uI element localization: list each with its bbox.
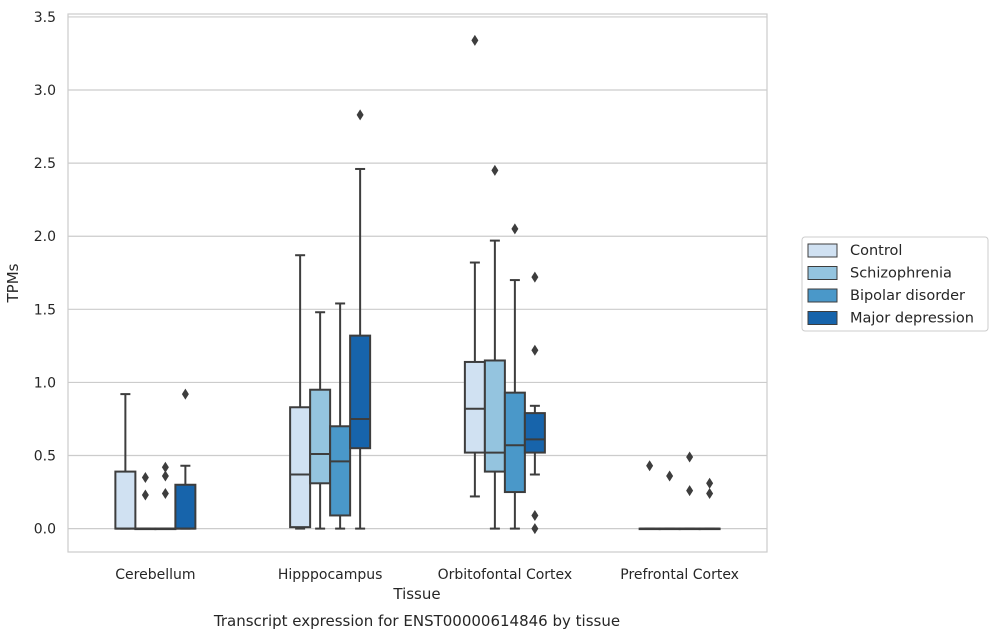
outlier-point [706,488,714,500]
box-iqr [289,406,312,529]
y-axis-ticks: 0.0 0.5 1.0 1.5 2.0 2.5 3.0 3.5 [34,10,56,538]
box-series [114,34,721,535]
legend-label: Bipolar disorder [850,288,965,304]
box-element [154,461,177,531]
x-tick-label: Hipppocampus [278,567,383,583]
x-tick-label: Prefrontal Cortex [620,567,739,583]
y-tick-label: 3.0 [34,83,56,99]
box-element [309,311,332,530]
y-tick-label: 2.0 [34,229,56,245]
legend-label: Schizophrenia [850,266,952,282]
legend-label: Control [850,243,902,259]
legend-frame [801,236,989,332]
box-element [523,271,546,535]
box-iqr [523,412,546,454]
outlier-point [531,523,539,535]
legend-swatch [807,266,838,280]
outlier-point [531,509,539,521]
box-element [289,254,312,530]
box-iqr [349,334,372,450]
box-element [349,109,372,530]
y-gridlines [68,16,767,530]
box-element [658,470,681,531]
y-tick-label: 1.5 [34,302,56,318]
outlier-point [531,271,539,283]
box-iqr [329,425,352,517]
box-element [134,471,157,531]
box-element [678,451,701,531]
y-tick-label: 1.0 [34,375,56,391]
box-iqr [309,388,332,485]
box-element [174,388,197,530]
y-axis-label: TPMs [4,263,22,303]
x-axis-ticks: Cerebellum Hipppocampus Orbitofontal Corte… [115,567,739,583]
y-tick-label: 2.5 [34,156,56,172]
outlier-point [511,223,519,235]
outlier-point [471,34,479,46]
box-iqr [483,359,506,473]
legend-swatch [807,243,838,258]
box-iqr [463,360,486,454]
box-element [463,34,486,498]
outlier-point [706,477,714,489]
outlier-point [161,488,169,500]
y-tick-label: 0.5 [34,449,56,465]
outlier-point [181,388,189,400]
plot-area [67,13,768,553]
legend-swatch [807,311,838,325]
x-axis-label: Tissue [392,585,440,603]
outlier-point [491,164,499,176]
outlier-point [686,451,694,463]
outlier-point [141,471,149,483]
y-tick-label: 3.5 [34,10,56,26]
box-element [329,302,352,530]
x-tick-label: Orbitofontal Cortex [438,567,573,583]
outlier-point [531,344,539,356]
legend: Control Schizophrenia Bipolar disorder Majo… [801,236,989,332]
outlier-point [686,485,694,497]
chart-caption: Transcript expression for ENST0000061484… [213,612,620,630]
box-element [698,477,721,531]
outlier-point [161,470,169,482]
outlier-point [141,489,149,501]
box-element [638,460,661,531]
legend-swatch [807,288,838,303]
legend-label: Major depression [850,311,974,327]
outlier-point [666,470,674,482]
x-tick-label: Cerebellum [115,567,195,583]
series-major-depression [174,109,721,535]
outlier-point [646,460,654,472]
box-iqr [114,470,137,530]
y-tick-label: 0.0 [34,522,56,538]
outlier-point [161,461,169,473]
outlier-point [356,109,364,121]
box-iqr [503,391,526,494]
box-element [114,393,137,530]
box-iqr [174,483,197,530]
series-control [114,34,661,531]
